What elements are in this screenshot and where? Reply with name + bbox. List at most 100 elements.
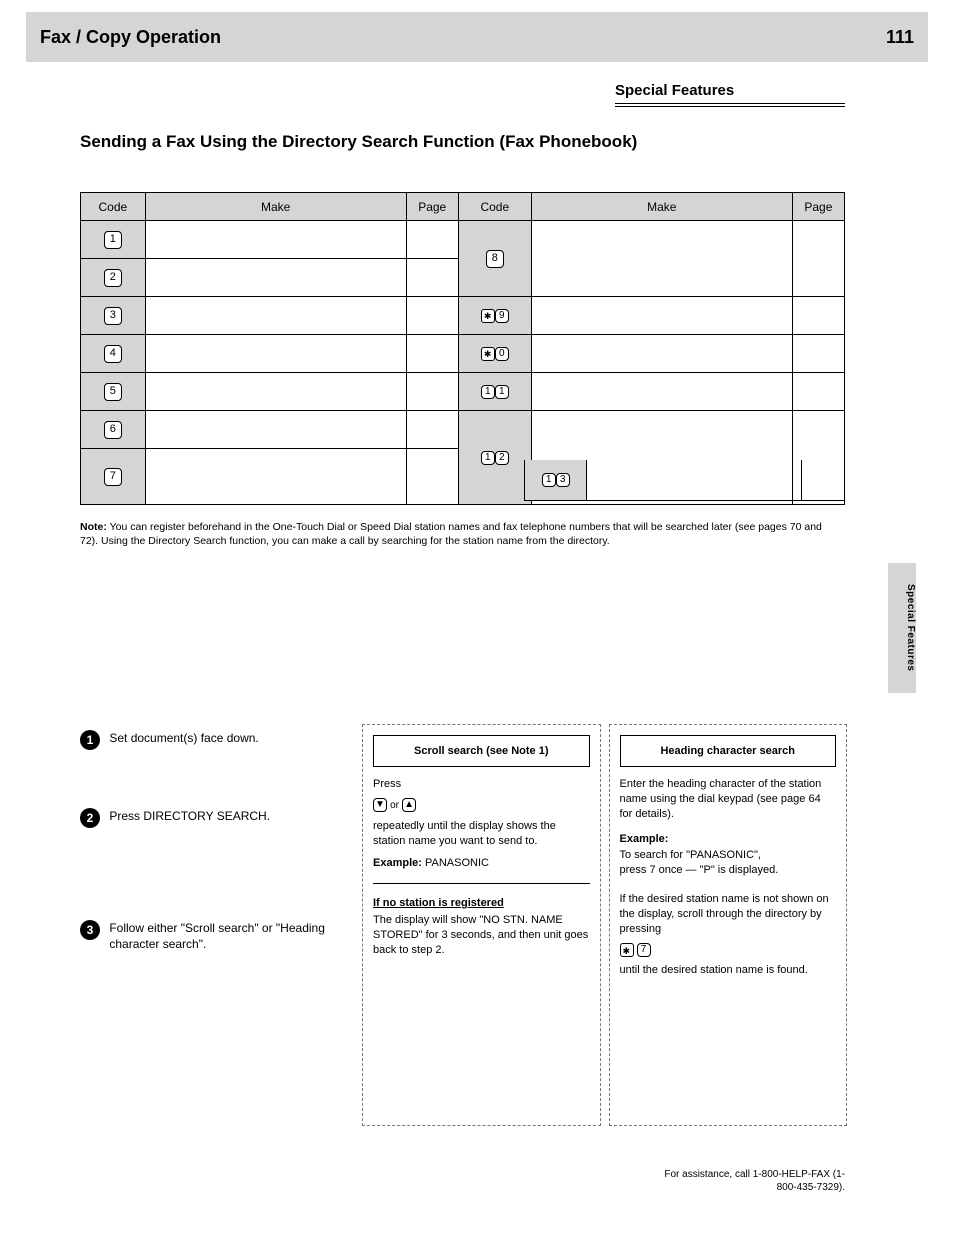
table-row: 3 9 [81, 297, 845, 335]
make-cell [531, 221, 792, 297]
keycap: 1 [495, 385, 509, 399]
make-cell [587, 460, 802, 500]
example: Example: PANASONIC [373, 856, 590, 871]
keycap: 7 [637, 943, 651, 957]
code-cell: 11 [458, 373, 531, 411]
example-value: PANASONIC [425, 857, 489, 869]
panel-lead: Enter the heading character of the stati… [620, 777, 837, 822]
codes-table: Code Make Page Code Make Page 1 8 2 3 9 … [80, 192, 845, 505]
make-cell [145, 259, 406, 297]
step-text: Press DIRECTORY SEARCH. [109, 808, 329, 824]
make-cell [145, 449, 406, 505]
panel-scroll-search: Scroll search (see Note 1) Press ▼ or ▲ … [362, 724, 601, 1126]
page-cell [406, 259, 458, 297]
example-block: Example: To search for "PANASONIC", pres… [620, 832, 837, 879]
panel-title: Scroll search (see Note 1) [373, 735, 590, 767]
th-make-b: Make [531, 193, 792, 221]
page-intro: Sending a Fax Using the Directory Search… [80, 132, 637, 152]
keycap: 1 [481, 451, 495, 465]
table-header-row: Code Make Page Code Make Page [81, 193, 845, 221]
step-number: 2 [80, 808, 100, 828]
example-line: To search for "PANASONIC", [620, 848, 837, 863]
down-key-icon: ▼ [373, 798, 387, 812]
table-row: 1 8 [81, 221, 845, 259]
keycap: 2 [495, 451, 509, 465]
step-text: Follow either "Scroll search" or "Headin… [109, 920, 329, 952]
code-cell: 7 [81, 449, 146, 505]
page-cell [792, 297, 844, 335]
page-cell [792, 221, 844, 297]
header-title: Fax / Copy Operation [40, 27, 221, 48]
example-press: press 7 once — "P" is displayed. [620, 863, 837, 878]
keycap: 6 [104, 421, 122, 439]
code-cell: 13 [525, 460, 587, 500]
table-row: 13 [525, 460, 845, 500]
page-cell [406, 373, 458, 411]
page-cell [406, 221, 458, 259]
page-cell [406, 449, 458, 505]
step-3: 3 Follow either "Scroll search" or "Head… [80, 920, 340, 952]
panel-line: Press [373, 777, 590, 792]
keycap: 2 [104, 269, 122, 287]
keycap: 0 [495, 347, 509, 361]
code-cell: 3 [81, 297, 146, 335]
table-row: 6 12 [81, 411, 845, 449]
codes-table-extra: 13 [524, 460, 845, 501]
th-page-b: Page [792, 193, 844, 221]
keycap: 3 [556, 473, 570, 487]
keycap: 1 [104, 231, 122, 249]
step-2: 2 Press DIRECTORY SEARCH. [80, 808, 340, 828]
make-cell [145, 411, 406, 449]
star-keycap [620, 943, 634, 957]
star-keycap [481, 309, 495, 323]
page-cell [801, 460, 844, 500]
note-block: Note: You can register beforehand in the… [80, 520, 840, 548]
keycap: 4 [104, 345, 122, 363]
make-cell [145, 335, 406, 373]
header-bar: Fax / Copy Operation 111 [26, 12, 928, 62]
keycap: 3 [104, 307, 122, 325]
panel-keys: ▼ or ▲ [373, 798, 590, 813]
keycap: 1 [542, 473, 556, 487]
code-cell: 1 [81, 221, 146, 259]
code-cell: 0 [458, 335, 531, 373]
example-head: Example: [373, 857, 422, 869]
panel-heading-search: Heading character search Enter the headi… [609, 724, 848, 1126]
make-cell [531, 373, 792, 411]
table-row: 5 11 [81, 373, 845, 411]
footer: For assistance, call 1-800-HELP-FAX (1-8… [655, 1168, 845, 1194]
keycap: 9 [495, 309, 509, 323]
press-label: Press [373, 778, 401, 790]
table-row: 4 0 [81, 335, 845, 373]
star-keycap [481, 347, 495, 361]
page-cell [792, 335, 844, 373]
example-head: Example: [620, 832, 837, 847]
code-cell: 4 [81, 335, 146, 373]
invalid-body: The display will show "NO STN. NAME STOR… [373, 913, 590, 958]
keycap: 7 [104, 468, 122, 486]
header-page: 111 [886, 27, 914, 48]
side-tab: Special Features [888, 563, 916, 693]
make-cell [145, 221, 406, 259]
panel-title: Heading character search [620, 735, 837, 767]
step-text: Set document(s) face down. [109, 730, 329, 746]
up-key-icon: ▲ [402, 798, 416, 812]
code-cell: 12 [458, 411, 531, 505]
code-cell: 6 [81, 411, 146, 449]
step-number: 1 [80, 730, 100, 750]
note-label: Note: [80, 521, 107, 533]
panel-divider [373, 883, 590, 884]
th-code-a: Code [81, 193, 146, 221]
keycap: 1 [481, 385, 495, 399]
panel-keys: 7 [620, 943, 837, 958]
scroll-desc: repeatedly until the display shows the s… [373, 819, 590, 849]
or-label: or [390, 800, 399, 811]
page-cell [792, 373, 844, 411]
th-page-a: Page [406, 193, 458, 221]
page-cell [406, 411, 458, 449]
th-make-a: Make [145, 193, 406, 221]
section-title: Special Features [615, 82, 845, 107]
step-number: 3 [80, 920, 100, 940]
panels: Scroll search (see Note 1) Press ▼ or ▲ … [362, 724, 847, 1126]
step-1: 1 Set document(s) face down. [80, 730, 340, 750]
